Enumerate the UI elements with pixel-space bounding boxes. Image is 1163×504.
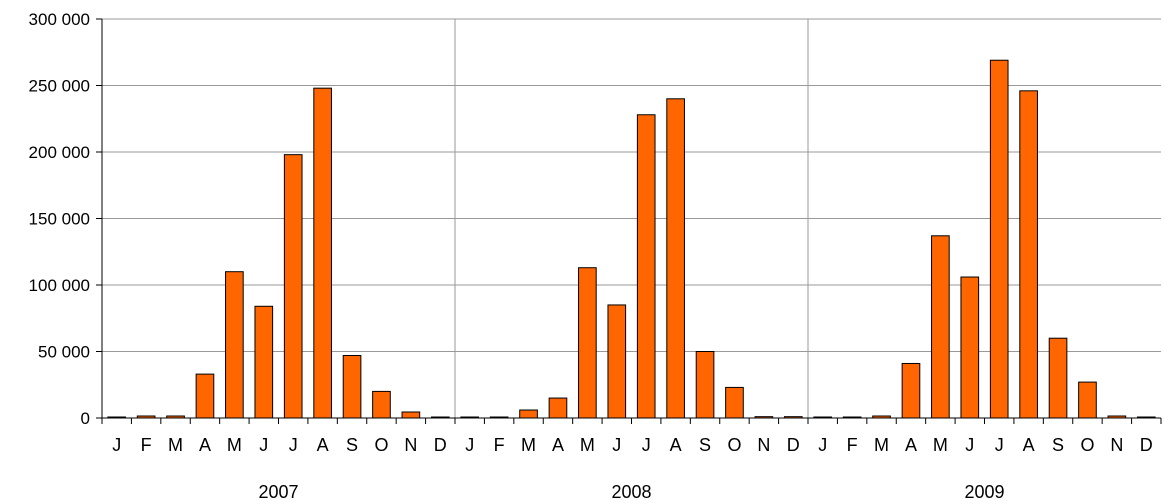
x-tick-label: J: [259, 435, 268, 455]
x-tick-label: J: [965, 435, 974, 455]
x-tick-label: O: [727, 435, 741, 455]
x-tick-label: M: [227, 435, 242, 455]
bar: [1078, 381, 1097, 419]
x-tick-label: J: [612, 435, 621, 455]
x-tick-label: A: [905, 435, 917, 455]
bar: [254, 305, 274, 419]
x-tick-label: J: [995, 435, 1004, 455]
x-tick-label: A: [552, 435, 564, 455]
bar: [401, 411, 421, 419]
x-tick-label: S: [346, 435, 358, 455]
year-label: 2009: [964, 482, 1004, 502]
y-tick-label: 50 000: [38, 343, 90, 362]
bar: [342, 354, 362, 419]
bar: [519, 409, 538, 419]
bar: [313, 87, 332, 419]
year-label: 2007: [258, 482, 298, 502]
x-tick-label: J: [465, 435, 474, 455]
bar: [725, 386, 744, 419]
bar: [901, 362, 921, 419]
x-tick-label: J: [818, 435, 827, 455]
bar: [283, 154, 303, 419]
bar: [225, 271, 244, 419]
bar: [636, 114, 656, 419]
x-tick-label: J: [289, 435, 298, 455]
x-tick-label: A: [199, 435, 211, 455]
x-tick-label: M: [168, 435, 183, 455]
x-tick-label: S: [1052, 435, 1064, 455]
gridlines: [102, 18, 1161, 352]
x-tick-label: F: [141, 435, 152, 455]
x-tick-label: D: [787, 435, 800, 455]
y-tick-label: 200 000: [29, 143, 90, 162]
bar: [989, 59, 1009, 419]
x-tick-label: M: [521, 435, 536, 455]
year-label: 2008: [611, 482, 651, 502]
x-tick-label: J: [112, 435, 121, 455]
y-tick-label: 150 000: [29, 210, 90, 229]
bar: [960, 276, 980, 419]
y-tick-label: 300 000: [29, 10, 90, 29]
x-tick-label: S: [699, 435, 711, 455]
x-tick-label: F: [847, 435, 858, 455]
x-tick-label: M: [933, 435, 948, 455]
bars: [107, 59, 1156, 419]
year-separators: [454, 19, 809, 418]
bar: [372, 390, 391, 419]
y-tick-label: 100 000: [29, 276, 90, 295]
x-tick-label: N: [1110, 435, 1123, 455]
bar: [548, 397, 568, 419]
bar: [195, 373, 215, 419]
bar: [931, 235, 950, 419]
bar: [695, 351, 715, 419]
x-tick-label: J: [642, 435, 651, 455]
bar: [578, 267, 597, 419]
x-tick-label: A: [670, 435, 682, 455]
x-tick-label: M: [874, 435, 889, 455]
y-tick-label: 0: [81, 409, 90, 428]
x-tick-label: A: [317, 435, 329, 455]
x-tick-label: O: [1080, 435, 1094, 455]
bar: [666, 98, 685, 419]
x-tick-label: D: [434, 435, 447, 455]
x-tick-label: M: [580, 435, 595, 455]
axes: [96, 18, 1162, 424]
y-tick-label: 250 000: [29, 77, 90, 96]
x-tick-label: N: [757, 435, 770, 455]
bar: [1019, 90, 1038, 419]
x-tick-label: O: [374, 435, 388, 455]
y-tick-labels: 0 50 000 100 000 150 000 200 000 250 000 300 0…: [29, 10, 90, 428]
bar: [607, 304, 627, 419]
x-tick-label: F: [494, 435, 505, 455]
bar: [1048, 337, 1068, 419]
x-tick-label: N: [404, 435, 417, 455]
x-tick-label: A: [1023, 435, 1035, 455]
x-tick-label: D: [1140, 435, 1153, 455]
year-labels: 2007 2008 2009: [258, 482, 1004, 502]
